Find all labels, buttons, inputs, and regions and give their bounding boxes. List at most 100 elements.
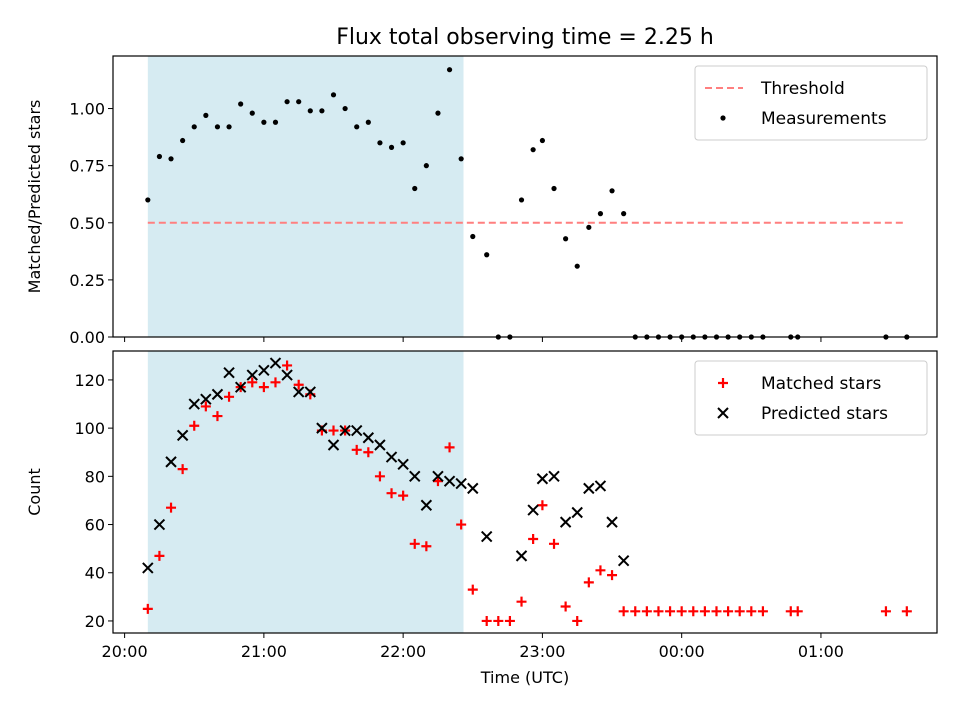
data-point bbox=[527, 504, 539, 516]
data-point bbox=[386, 488, 397, 499]
data-point bbox=[203, 112, 209, 118]
data-point bbox=[560, 601, 571, 612]
data-point bbox=[200, 401, 211, 412]
data-point bbox=[354, 124, 360, 130]
data-point bbox=[539, 137, 546, 144]
data-point bbox=[571, 506, 583, 519]
data-point bbox=[470, 233, 476, 240]
data-point bbox=[757, 606, 768, 617]
data-point bbox=[594, 480, 607, 492]
data-point bbox=[212, 411, 223, 422]
data-point bbox=[504, 615, 515, 626]
data-point bbox=[226, 124, 232, 130]
data-point bbox=[559, 516, 572, 528]
data-point bbox=[385, 451, 398, 463]
data-point bbox=[583, 482, 595, 495]
data-point bbox=[351, 444, 362, 455]
legend-label: Threshold bbox=[760, 79, 845, 99]
data-point bbox=[328, 425, 339, 436]
legend-label: Measurements bbox=[761, 109, 887, 129]
y-tick-label: 60 bbox=[85, 516, 105, 535]
x-tick-label: 20:00 bbox=[102, 642, 148, 661]
data-point bbox=[516, 596, 527, 607]
data-point bbox=[653, 606, 664, 617]
data-point bbox=[214, 124, 221, 130]
data-point bbox=[374, 439, 386, 451]
data-point bbox=[409, 538, 420, 549]
data-point bbox=[342, 105, 348, 112]
data-point bbox=[398, 490, 409, 501]
data-point bbox=[281, 369, 293, 381]
y-tick-label: 0.00 bbox=[69, 328, 105, 347]
data-point bbox=[397, 458, 409, 470]
data-point bbox=[423, 163, 429, 169]
data-point bbox=[363, 447, 374, 458]
data-point bbox=[234, 381, 247, 393]
axes-frame bbox=[112, 350, 938, 634]
data-point bbox=[258, 364, 270, 376]
data-point bbox=[723, 606, 734, 617]
data-point bbox=[388, 144, 395, 150]
data-point bbox=[374, 471, 385, 482]
data-point bbox=[316, 422, 328, 434]
data-point bbox=[154, 550, 165, 561]
legend-marker bbox=[717, 407, 729, 419]
legend-box bbox=[694, 360, 928, 436]
legend-marker bbox=[720, 115, 726, 121]
data-point bbox=[467, 482, 479, 495]
y-axis-label: Matched/Predicted stars bbox=[25, 100, 44, 294]
y-tick-label: 1.00 bbox=[69, 100, 105, 119]
data-point bbox=[617, 554, 630, 567]
data-point bbox=[362, 432, 375, 444]
data-point bbox=[420, 499, 433, 511]
data-point bbox=[238, 101, 244, 107]
legend-label: Predicted stars bbox=[761, 404, 888, 424]
data-point bbox=[400, 140, 406, 146]
data-point bbox=[734, 606, 745, 617]
data-point bbox=[156, 153, 163, 160]
x-tick-label: 00:00 bbox=[659, 642, 705, 661]
data-point bbox=[621, 211, 627, 217]
data-point bbox=[537, 500, 548, 511]
top-panel: 0.00 0.25 0.50 0.75 1.00 Matched/Predicted st… bbox=[25, 55, 938, 347]
y-tick-label: 20 bbox=[85, 612, 105, 631]
data-point bbox=[180, 137, 186, 144]
data-point bbox=[339, 424, 351, 437]
data-point bbox=[377, 140, 383, 146]
data-point bbox=[484, 252, 490, 258]
data-point bbox=[563, 236, 569, 242]
data-point bbox=[688, 606, 699, 617]
data-point bbox=[224, 391, 235, 402]
data-point bbox=[641, 606, 652, 617]
data-point bbox=[296, 99, 302, 105]
data-point bbox=[189, 420, 200, 431]
data-point bbox=[530, 147, 536, 153]
data-point bbox=[444, 442, 455, 453]
data-point bbox=[432, 476, 443, 487]
data-point bbox=[676, 606, 687, 617]
data-point bbox=[536, 473, 549, 485]
x-tick-label: 01:00 bbox=[798, 642, 844, 661]
data-point bbox=[746, 606, 757, 617]
bottom-panel: 20 40 60 80 100 120 20:00 21:00 22:00 23:00 00:00 0… bbox=[25, 350, 938, 687]
axes-frame bbox=[112, 55, 938, 338]
data-point bbox=[528, 534, 539, 544]
y-axis-label: Count bbox=[25, 468, 44, 516]
data-point bbox=[574, 263, 580, 269]
data-point bbox=[467, 584, 478, 595]
data-point bbox=[435, 110, 441, 116]
data-point bbox=[293, 379, 304, 390]
y-tick-label: 100 bbox=[74, 419, 105, 438]
data-point bbox=[609, 188, 615, 194]
y-tick-label: 0.50 bbox=[69, 214, 105, 233]
data-point bbox=[446, 67, 453, 73]
data-point bbox=[595, 565, 606, 576]
legend-marker bbox=[718, 378, 728, 388]
data-point bbox=[284, 99, 290, 105]
data-point bbox=[515, 550, 528, 562]
data-point bbox=[699, 606, 710, 617]
legend: Threshold Measurements bbox=[694, 65, 928, 141]
data-point bbox=[409, 470, 421, 483]
data-point bbox=[711, 606, 722, 617]
